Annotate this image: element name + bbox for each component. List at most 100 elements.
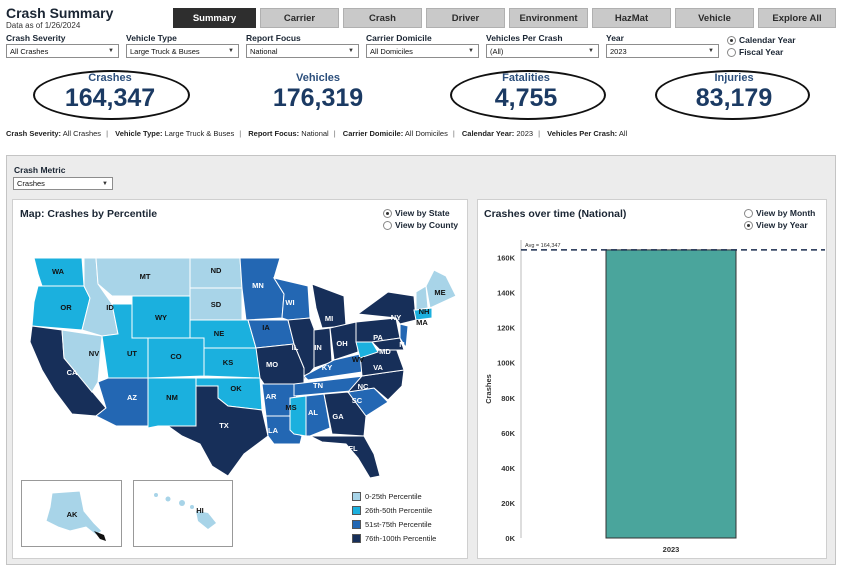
summary-carrier-domicile-value: All Domiciles <box>404 129 448 138</box>
legend-item: 51st-75th Percentile <box>352 520 432 529</box>
y-tick-label: 0K <box>505 534 515 543</box>
view-by-state-radio[interactable]: View by State <box>383 208 450 218</box>
tab-summary[interactable]: Summary <box>173 8 256 28</box>
year-select[interactable]: 2023 ▼ <box>606 44 719 58</box>
x-tick-label: 2023 <box>663 545 680 554</box>
highlight-oval-fatalities <box>450 70 606 120</box>
view-by-month-radio[interactable]: View by Month <box>744 208 815 218</box>
crashes-over-time-chart: 0K 20K 40K 60K 80K 100K 120K 140K 160K Crashes 202… <box>484 240 825 554</box>
state-hi[interactable] <box>196 511 216 529</box>
state-nv[interactable] <box>61 329 103 393</box>
state-al[interactable] <box>305 393 331 437</box>
label-nh: NH <box>419 307 430 316</box>
summary-vehicles-per-crash-value: All <box>618 129 628 138</box>
state-me[interactable] <box>425 269 457 309</box>
tab-explore-all[interactable]: Explore All <box>758 8 836 28</box>
vehicle-type-value: Large Truck & Buses <box>130 46 200 56</box>
state-fl[interactable] <box>309 435 381 479</box>
label-il: IL <box>292 343 299 352</box>
label-ia: IA <box>262 323 270 332</box>
label-ar: AR <box>266 392 277 401</box>
carrier-domicile-label: Carrier Domicile <box>366 33 432 43</box>
tab-hazmat[interactable]: HazMat <box>592 8 671 28</box>
y-tick-label: 40K <box>501 464 515 473</box>
tab-vehicle[interactable]: Vehicle <box>675 8 754 28</box>
chevron-down-icon: ▼ <box>468 48 474 54</box>
view-by-year-radio[interactable]: View by Year <box>744 220 808 230</box>
radio-selected-icon <box>727 35 736 45</box>
report-focus-select[interactable]: National ▼ <box>246 44 359 58</box>
carrier-domicile-select[interactable]: All Domiciles ▼ <box>366 44 479 58</box>
vehicles-per-crash-select[interactable]: (All) ▼ <box>486 44 599 58</box>
filter-summary: Crash Severity: All Crashes | Vehicle Typ… <box>6 129 627 138</box>
fiscal-year-radio[interactable]: Fiscal Year <box>727 47 783 57</box>
state-md[interactable] <box>370 337 405 351</box>
label-mt: MT <box>140 272 151 281</box>
summary-vehicle-type-label: Vehicle Type: <box>115 129 163 138</box>
alaska-inset[interactable]: AK <box>21 480 122 547</box>
state-az[interactable] <box>95 377 149 427</box>
vehicles-per-crash-label: Vehicles Per Crash <box>486 33 563 43</box>
label-or: OR <box>60 303 72 312</box>
state-tx[interactable] <box>166 385 269 477</box>
summary-separator: | <box>239 129 242 138</box>
label-oh: OH <box>336 339 347 348</box>
crash-metric-select[interactable]: Crashes ▼ <box>13 177 113 190</box>
y-tick-label: 80K <box>501 394 515 403</box>
map-title: Map: Crashes by Percentile <box>20 208 158 220</box>
report-focus-value: National <box>250 46 278 56</box>
highlight-oval-injuries <box>655 70 810 120</box>
label-wv: WV <box>352 355 364 364</box>
vehicles-per-crash-value: (All) <box>490 46 504 56</box>
kpi-vehicles[interactable]: Vehicles 176,319 <box>238 66 398 112</box>
label-az: AZ <box>127 393 137 402</box>
crash-severity-label: Crash Severity <box>6 33 66 43</box>
label-nd: ND <box>211 266 222 275</box>
state-nh[interactable] <box>415 285 429 311</box>
crash-severity-select[interactable]: All Crashes ▼ <box>6 44 119 58</box>
y-tick-label: 120K <box>497 324 516 333</box>
state-ak[interactable] <box>45 490 103 536</box>
label-ca: CA <box>67 368 78 377</box>
y-axis-label: Crashes <box>484 374 493 404</box>
view-by-month-label: View by Month <box>756 208 816 218</box>
tab-driver[interactable]: Driver <box>426 8 505 28</box>
y-tick-label: 140K <box>497 289 516 298</box>
us-choropleth-map[interactable]: WA OR CA NV ID MT WY UT AZ CO NM ND SD N… <box>12 230 468 480</box>
tab-crash[interactable]: Crash <box>343 8 422 28</box>
state-ga[interactable] <box>323 391 367 437</box>
label-ms: MS <box>285 403 296 412</box>
legend-swatch <box>352 534 361 543</box>
summary-report-focus-label: Report Focus: <box>248 129 300 138</box>
time-chart-title: Crashes over time (National) <box>484 208 627 220</box>
radio-selected-icon <box>383 208 392 218</box>
label-sc: SC <box>352 396 363 405</box>
tab-carrier[interactable]: Carrier <box>260 8 339 28</box>
calendar-year-label: Calendar Year <box>739 35 796 45</box>
state-ms[interactable] <box>289 395 307 437</box>
summary-separator: | <box>333 129 336 138</box>
hawaii-island <box>154 493 158 497</box>
radio-unselected-icon <box>727 47 736 57</box>
view-by-county-radio[interactable]: View by County <box>383 220 458 230</box>
legend-swatch <box>352 506 361 515</box>
state-nj[interactable] <box>399 323 409 350</box>
label-pa: PA <box>373 333 383 342</box>
state-nm[interactable] <box>147 377 197 429</box>
legend-label: 76th-100th Percentile <box>365 534 437 543</box>
hawaii-inset[interactable]: HI <box>133 480 233 547</box>
label-tx: TX <box>219 421 229 430</box>
summary-separator: | <box>538 129 541 138</box>
label-wa: WA <box>52 267 65 276</box>
label-id: ID <box>106 303 114 312</box>
label-nv: NV <box>89 349 99 358</box>
year-label: Year <box>606 33 624 43</box>
label-ky: KY <box>322 363 332 372</box>
hawaii-island <box>165 496 171 502</box>
label-ma: MA <box>416 318 428 327</box>
y-tick-label: 60K <box>501 429 515 438</box>
calendar-year-radio[interactable]: Calendar Year <box>727 35 796 45</box>
label-wy: WY <box>155 313 167 322</box>
vehicle-type-select[interactable]: Large Truck & Buses ▼ <box>126 44 239 58</box>
tab-environment[interactable]: Environment <box>509 8 588 28</box>
